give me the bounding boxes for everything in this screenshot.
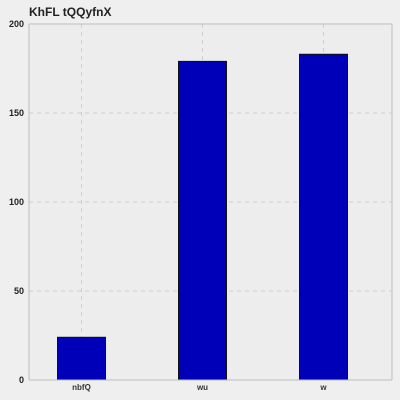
bar-nbfQ	[58, 337, 106, 380]
bar-wu	[179, 61, 227, 380]
x-tick-label: wu	[196, 383, 208, 392]
y-tick-label: 0	[19, 375, 24, 385]
chart-title: KhFL tQQyfnX	[29, 5, 111, 19]
x-axis-tick-labels: nbfQ wu w	[72, 383, 327, 392]
y-axis-tick-labels: 0 50 100 150 200	[9, 19, 24, 385]
x-tick-label: nbfQ	[72, 383, 91, 392]
y-tick-label: 50	[14, 286, 24, 296]
y-tick-label: 200	[9, 19, 24, 29]
y-tick-label: 150	[9, 108, 24, 118]
x-tick-label: w	[319, 383, 327, 392]
y-tick-label: 100	[9, 197, 24, 207]
bar-w	[300, 54, 348, 380]
